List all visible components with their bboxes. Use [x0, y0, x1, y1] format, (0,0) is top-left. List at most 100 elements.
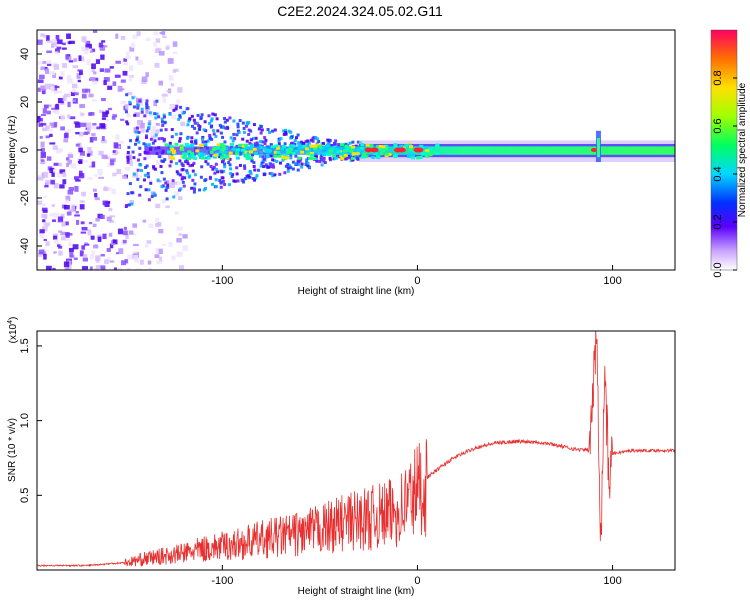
- heatmap-cell: [190, 140, 194, 144]
- heatmap-cell: [263, 136, 267, 140]
- snr-line-layer: [37, 331, 675, 568]
- heatmap-cell: [62, 179, 67, 185]
- heatmap-cell: [348, 141, 352, 145]
- heatmap-cell: [224, 126, 228, 130]
- heatmap-cell: [116, 168, 122, 175]
- heatmap-cell: [197, 127, 201, 131]
- heatmap-cell: [155, 203, 161, 209]
- heatmap-cell: [160, 136, 164, 140]
- heatmap-cell: [206, 139, 210, 143]
- heatmap-cell: [393, 154, 398, 158]
- heatmap-cell: [185, 169, 189, 173]
- heatmap-cell: [371, 155, 376, 159]
- heatmap-cell: [174, 191, 180, 197]
- heatmap-cell: [164, 143, 169, 147]
- x-tick-label: 100: [603, 575, 621, 587]
- heatmap-cell: [316, 143, 321, 147]
- heatmap-cell: [256, 143, 260, 147]
- heatmap-cell: [79, 150, 86, 156]
- heatmap-cell: [208, 133, 212, 137]
- heatmap-cell: [264, 163, 268, 167]
- heatmap-cell: [39, 121, 46, 125]
- heatmap-cell: [174, 142, 179, 146]
- heatmap-cell: [67, 78, 74, 84]
- heatmap-cell: [49, 213, 56, 217]
- heatmap-cell: [200, 153, 205, 157]
- heatmap-cell: [339, 152, 344, 156]
- heatmap-cell: [193, 173, 197, 177]
- snr-frame: [36, 330, 676, 571]
- heatmap-cell: [128, 102, 132, 106]
- heatmap-cell: [427, 153, 432, 157]
- heatmap-cell: [62, 42, 66, 46]
- heatmap-cell: [45, 68, 50, 75]
- heatmap-cell: [190, 124, 194, 128]
- heatmap-cell: [106, 200, 111, 204]
- heatmap-cell: [39, 161, 46, 165]
- heatmap-cell: [133, 243, 139, 247]
- heatmap-cell: [244, 155, 249, 159]
- heatmap-cell: [142, 219, 147, 223]
- heatmap-cell: [44, 222, 50, 227]
- heatmap-cell: [256, 168, 260, 172]
- heatmap-cell: [122, 175, 127, 179]
- heatmap-cell: [63, 133, 69, 139]
- heatmap-cell: [213, 171, 217, 175]
- heatmap-cell: [209, 150, 214, 154]
- heatmap-cell: [56, 91, 63, 94]
- heatmap-cell: [330, 144, 334, 148]
- heatmap-cell: [186, 162, 190, 166]
- heatmap-cell: [262, 165, 266, 169]
- heatmap-cell: [218, 123, 222, 127]
- heatmap-cell: [37, 200, 43, 205]
- heatmap-cell: [178, 137, 182, 141]
- heatmap-cell: [53, 90, 58, 94]
- heatmap-cell: [277, 154, 282, 158]
- heatmap-cell: [143, 114, 147, 118]
- heatmap-cell: [351, 140, 355, 144]
- heatmap-cell: [131, 42, 135, 49]
- spectrogram-x-ticks: -100 0 100: [211, 265, 622, 287]
- heatmap-cell: [153, 129, 159, 134]
- heatmap-cell: [180, 121, 186, 127]
- heatmap-cell: [137, 140, 141, 144]
- heatmap-cell: [254, 144, 258, 148]
- heatmap-cell: [51, 39, 57, 43]
- heatmap-cell: [409, 145, 414, 149]
- heatmap-cell: [153, 31, 159, 36]
- heatmap-cell: [249, 150, 254, 154]
- heatmap-cell: [314, 154, 318, 158]
- heatmap-cell: [172, 41, 178, 47]
- heatmap-cell: [90, 125, 97, 130]
- heatmap-cell: [274, 144, 279, 148]
- heatmap-cell: [320, 163, 324, 167]
- heatmap-cell: [160, 171, 164, 175]
- heatmap-cell: [82, 88, 88, 93]
- heatmap-cell: [259, 124, 263, 128]
- heatmap-cell: [128, 76, 133, 82]
- heatmap-cell: [236, 179, 240, 183]
- heatmap-cell: [215, 117, 219, 121]
- heatmap-cell: [81, 226, 88, 231]
- heatmap-cell: [45, 125, 50, 131]
- heatmap-cell: [127, 254, 134, 260]
- heatmap-cell: [141, 76, 148, 83]
- heatmap-cell: [319, 155, 323, 159]
- heatmap-cell: [124, 110, 128, 114]
- heatmap-cell: [91, 250, 95, 255]
- heatmap-cell: [227, 183, 231, 187]
- heatmap-cell: [139, 163, 143, 167]
- heatmap-cell: [229, 142, 234, 146]
- heatmap-cell: [248, 141, 252, 145]
- heatmap-cell: [103, 77, 110, 82]
- heatmap-cell: [210, 117, 214, 121]
- heatmap-cell: [145, 99, 149, 103]
- heatmap-cell: [132, 156, 136, 160]
- heatmap-cell: [355, 156, 359, 160]
- heatmap-cell: [161, 159, 165, 163]
- heatmap-cell: [79, 104, 85, 108]
- heatmap-cell: [251, 153, 255, 157]
- heatmap-cell: [153, 100, 158, 107]
- heatmap-cell: [259, 140, 263, 144]
- heatmap-cell: [104, 118, 110, 122]
